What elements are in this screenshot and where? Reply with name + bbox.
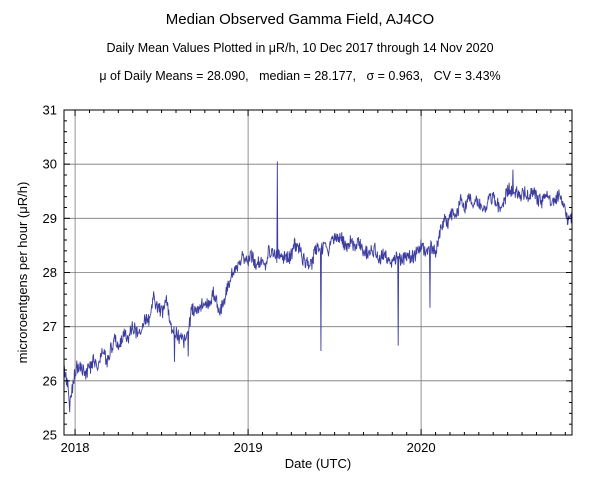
plot-area: 2018 2019 2020 25 26 27 28 29 30 31 Date (UTC) micr… [15,103,573,471]
chart-title: Median Observed Gamma Field, AJ4CO [166,11,434,28]
y-tick-label: 30 [43,157,57,172]
x-tick-label: 2019 [234,440,263,455]
y-axis-label: microroentgens per hour (μR/h) [15,182,30,364]
y-tick-label: 25 [43,428,57,443]
y-tick-label: 26 [43,373,57,388]
y-tick-label: 28 [43,265,57,280]
y-tick-label: 31 [43,103,57,118]
chart-subtitle: Daily Mean Values Plotted in μR/h, 10 De… [106,41,493,55]
x-tick-label: 2018 [61,440,90,455]
y-tick-label: 29 [43,211,57,226]
x-axis-label: Date (UTC) [285,456,351,471]
data-series-line [64,161,572,413]
x-tick-label: 2020 [407,440,436,455]
chart-stats-line: μ of Daily Means = 28.090, median = 28.1… [99,69,500,83]
y-tick-label: 27 [43,319,57,334]
